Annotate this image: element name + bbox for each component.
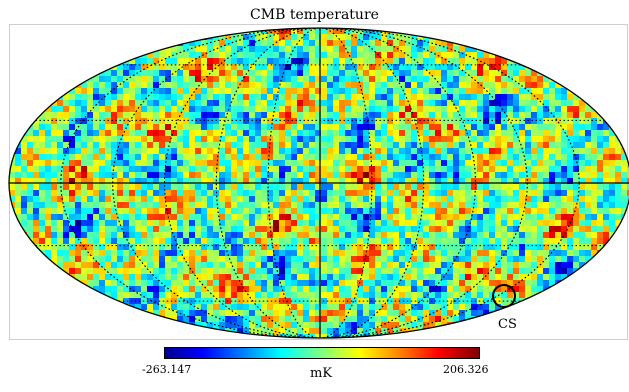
cold-spot-label: CS bbox=[498, 317, 517, 332]
colorbar-unit-label: mK bbox=[310, 366, 333, 381]
colorbar-max-label: 206.326 bbox=[443, 363, 489, 376]
map-boundary bbox=[8, 27, 629, 339]
cold-spot-marker bbox=[492, 284, 516, 308]
map-title: CMB temperature bbox=[250, 7, 379, 23]
cmb-sky-map bbox=[8, 27, 629, 339]
colorbar bbox=[164, 347, 480, 359]
colorbar-min-label: -263.147 bbox=[142, 363, 192, 376]
